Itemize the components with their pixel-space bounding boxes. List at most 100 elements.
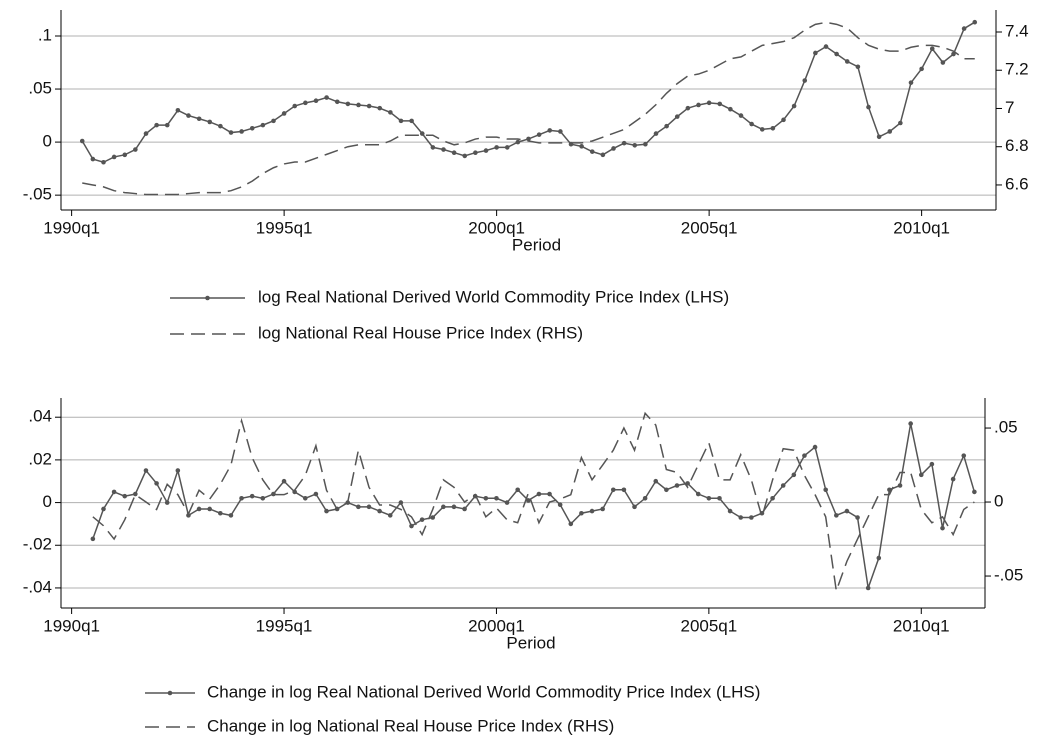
series-marker <box>664 123 669 129</box>
series-marker <box>536 491 542 497</box>
series-marker <box>812 444 818 450</box>
series-marker <box>632 504 637 510</box>
series-marker <box>589 149 595 154</box>
series-marker <box>122 493 128 499</box>
series-marker <box>791 472 797 478</box>
series-marker <box>855 515 860 520</box>
series-marker <box>929 461 935 467</box>
x-tick-label: 2005q1 <box>681 218 738 237</box>
series-marker <box>356 102 361 108</box>
series-marker <box>356 504 361 510</box>
y-tick-label: 0 <box>43 132 52 151</box>
series-marker <box>249 126 255 131</box>
series-marker <box>610 487 616 493</box>
y-tick-label: 0 <box>43 492 52 511</box>
series-marker <box>642 496 648 501</box>
series-line <box>82 21 975 196</box>
y2-tick-label: 6.8 <box>1005 136 1029 155</box>
series-marker <box>558 129 563 134</box>
series-marker <box>770 126 776 131</box>
series-marker <box>430 515 436 520</box>
series-marker <box>770 496 775 501</box>
series-marker <box>865 585 871 591</box>
series-marker <box>79 138 85 144</box>
legend-label: log Real National Derived World Commodit… <box>258 287 729 306</box>
series-marker <box>557 502 563 508</box>
series-marker <box>143 131 149 136</box>
series-line <box>92 423 976 589</box>
series-marker <box>239 129 244 134</box>
y-tick-label: .05 <box>28 79 52 98</box>
series-marker <box>961 26 967 31</box>
series-marker <box>218 123 223 129</box>
series-marker <box>621 487 627 493</box>
series-marker <box>855 64 861 70</box>
series-marker <box>951 51 956 57</box>
series-marker <box>207 506 212 512</box>
x-tick-label: 2010q1 <box>893 616 950 635</box>
series-marker <box>398 118 404 124</box>
series-marker <box>898 120 903 126</box>
series-marker <box>834 513 839 518</box>
series-marker <box>101 506 106 512</box>
x-axis-title: Period <box>512 235 561 254</box>
series-marker <box>834 51 839 57</box>
series-marker <box>186 113 191 118</box>
series-marker <box>164 122 170 128</box>
series-marker <box>239 496 244 501</box>
series-marker <box>154 481 159 486</box>
series-marker <box>196 116 202 122</box>
series-marker <box>292 103 298 109</box>
series-marker <box>728 106 733 112</box>
y-tick-label: .02 <box>28 449 52 468</box>
series-marker <box>218 510 223 516</box>
series-marker <box>451 150 457 156</box>
series-marker <box>398 500 404 505</box>
series-marker <box>133 147 138 152</box>
series-marker <box>643 141 648 147</box>
series-marker <box>526 136 531 142</box>
series-marker <box>228 513 234 518</box>
x-tick-label: 1990q1 <box>43 218 100 237</box>
series-marker <box>918 472 924 478</box>
series-marker <box>133 491 138 497</box>
series-line <box>92 411 975 592</box>
series-marker <box>802 453 807 458</box>
y-tick-label: -.05 <box>23 185 52 204</box>
series-marker <box>749 121 754 127</box>
series-marker <box>366 504 372 510</box>
legend-marker <box>205 295 210 301</box>
series-marker <box>674 483 680 488</box>
series-marker <box>281 478 287 484</box>
series-marker <box>579 144 584 149</box>
x-tick-label: 1995q1 <box>256 218 313 237</box>
series-marker <box>568 521 574 527</box>
series-marker <box>334 99 340 105</box>
series-marker <box>462 506 467 512</box>
series-marker <box>271 118 276 124</box>
series-marker <box>366 103 372 109</box>
series-marker <box>143 468 149 473</box>
series-marker <box>536 132 542 137</box>
series-marker <box>972 19 978 25</box>
series-marker <box>738 515 744 520</box>
series-marker <box>409 118 414 124</box>
series-marker <box>547 491 552 497</box>
series-marker <box>419 131 425 136</box>
series-marker <box>377 508 382 514</box>
x-tick-label: 2005q1 <box>680 616 737 635</box>
series-marker <box>876 134 882 140</box>
y2-tick-label: -.05 <box>994 566 1023 585</box>
series-marker <box>324 508 329 514</box>
series-marker <box>504 145 510 150</box>
series-marker <box>303 100 308 106</box>
y-tick-label: -.04 <box>23 577 52 596</box>
series-marker <box>430 145 436 150</box>
series-marker <box>653 478 659 484</box>
legend-marker <box>167 690 173 696</box>
series-marker <box>377 105 383 111</box>
x-tick-label: 1990q1 <box>43 616 100 635</box>
x-tick-label: 2000q1 <box>468 616 525 635</box>
series-marker <box>600 506 605 512</box>
